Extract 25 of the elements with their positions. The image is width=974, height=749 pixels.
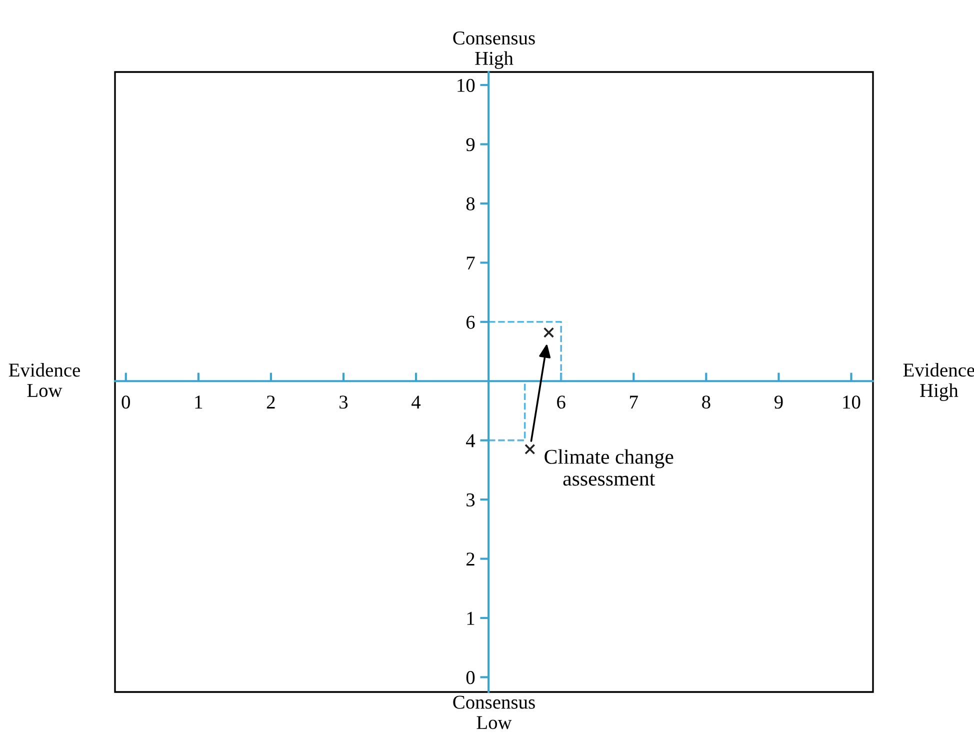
x-tick-label: 7	[630, 396, 638, 408]
x-tick-label: 10	[843, 396, 860, 409]
text: Evidence High	[903, 362, 974, 402]
y-tick-label: 8	[466, 197, 475, 210]
x-tick-label: 2	[266, 396, 275, 408]
x-tick-label: 6	[557, 396, 566, 409]
y-tick-label: 9	[466, 138, 475, 152]
x-tick-label: 9	[774, 396, 783, 409]
y-tick-label: 6	[466, 316, 475, 329]
x-tick-label: 8	[702, 396, 710, 409]
text: Consensus High	[453, 31, 535, 69]
annotation: Climate change assessment	[544, 449, 674, 486]
x-tick-label: 1	[195, 396, 202, 408]
x-tick-label: 4	[412, 396, 421, 408]
x-tick-label: 0	[122, 396, 130, 409]
y-tick-label: 1	[467, 612, 474, 625]
text: Consensus Low	[453, 696, 535, 730]
x-tick-label: 3	[340, 396, 348, 409]
y-tick-label: 7	[466, 256, 475, 270]
y-tick-label: 4	[466, 434, 476, 448]
text: Evidence Low	[8, 363, 80, 398]
y-tick-label: 3	[466, 493, 475, 506]
y-tick-label: 0	[466, 671, 475, 684]
y-tick-label: 10	[458, 78, 475, 92]
y-tick-label: 2	[466, 552, 474, 566]
